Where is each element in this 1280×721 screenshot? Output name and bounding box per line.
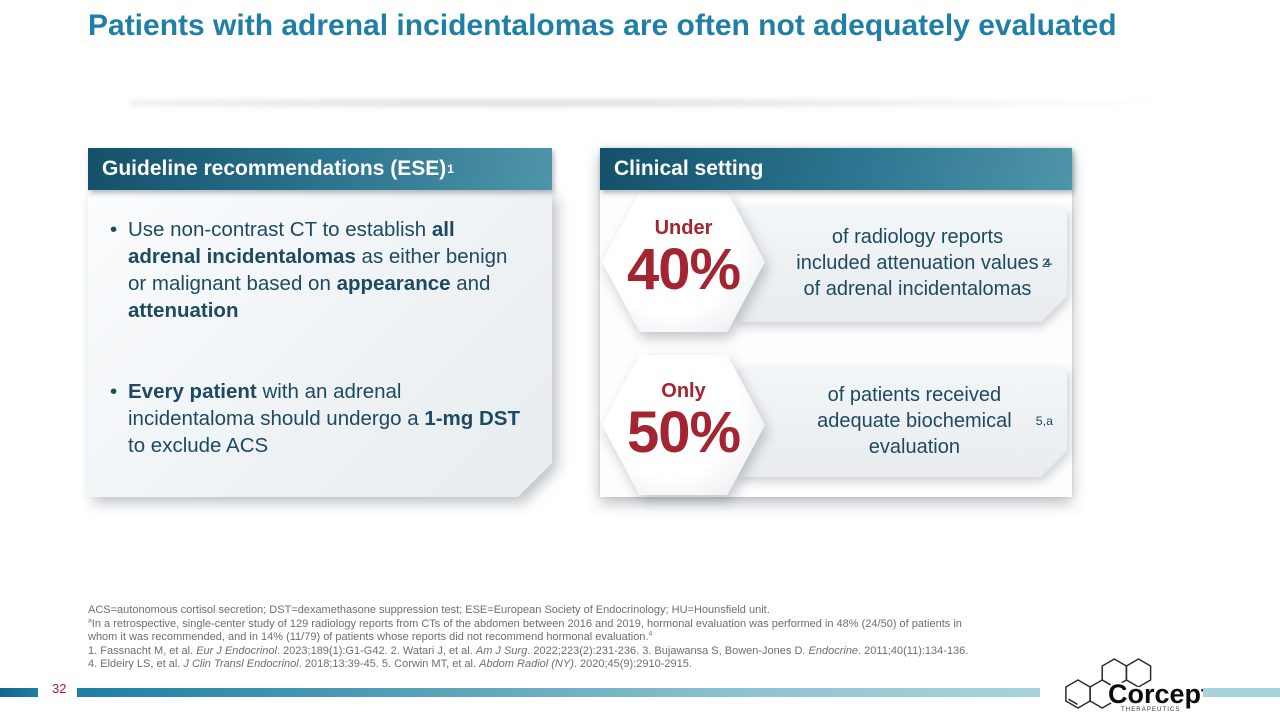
corcept-therapeutics-logo: Corcept THERAPEUTICS xyxy=(1058,652,1212,716)
footnote-abbreviations: ACS=autonomous cortisol secretion; DST=d… xyxy=(88,604,770,616)
stat-hexagon-50-wrapper: Only 50% xyxy=(602,355,765,495)
clinical-card-header: Clinical setting xyxy=(600,148,1072,190)
stat-qualifier-under: Under xyxy=(654,216,713,239)
logo-wordmark: Corcept xyxy=(1108,679,1203,709)
stat-hexagon-40-wrapper: Under 40% xyxy=(602,192,765,332)
guideline-bullet-ct: Use non-contrast CT to establish all adr… xyxy=(108,216,522,324)
page-number: 32 xyxy=(52,681,67,696)
stat-qualifier-only: Only xyxy=(661,379,706,402)
stat-panel-biochemical-text: of patients received adequate biochemica… xyxy=(737,368,1067,477)
footer-bar-gradient xyxy=(77,688,1040,697)
footnotes: ACS=autonomous cortisol secretion; DST=d… xyxy=(88,604,1193,672)
guideline-card-body-wrapper: Use non-contrast CT to establish all adr… xyxy=(88,190,552,497)
footer-bar-right-segment xyxy=(1202,688,1280,697)
logo-subtext: THERAPEUTICS xyxy=(1121,707,1181,713)
footer-bar-left-segment xyxy=(0,688,38,697)
title-underline-shadow xyxy=(130,97,1180,109)
footnote-study-note-line1: aIn a retrospective, single-center study… xyxy=(88,616,962,630)
guideline-card-header: Guideline recommendations (ESE) 1 xyxy=(88,148,552,190)
guideline-bullet-dst: Every patient with an adrenal incidental… xyxy=(108,378,522,459)
stat-value-50: 50% xyxy=(626,399,741,465)
guideline-card-header-label: Guideline recommendations (ESE) xyxy=(102,157,447,180)
clinical-setting-card: Clinical setting of radiology reports in… xyxy=(600,148,1072,497)
steroid-rings-icon: Corcept THERAPEUTICS xyxy=(1065,658,1212,714)
stat-panel-radiology-wrapper: of radiology reports included attenuatio… xyxy=(737,208,1067,322)
guideline-bullet-list: Use non-contrast CT to establish all adr… xyxy=(108,216,528,459)
footnote-references-line2: 4. Eldeiry LS, et al. J Clin Transl Endo… xyxy=(88,658,692,670)
stat-hexagon-50: Only 50% xyxy=(602,355,765,495)
stat-panel-biochemical-wrapper: of patients received adequate biochemica… xyxy=(737,368,1067,477)
stat-panel-radiology-text: of radiology reports included attenuatio… xyxy=(737,208,1067,322)
guideline-recommendations-card: Guideline recommendations (ESE)1 Use non… xyxy=(88,148,552,497)
footnote-study-note-line2: whom it was recommended, and in 14% (11/… xyxy=(88,630,653,643)
guideline-card-body: Use non-contrast CT to establish all adr… xyxy=(88,190,552,497)
footnote-references-line1: 1. Fassnacht M, et al. Eur J Endocrinol.… xyxy=(88,644,969,657)
stat-hexagon-40: Under 40% xyxy=(602,192,765,332)
slide-title: Patients with adrenal incidentalomas are… xyxy=(88,9,1117,42)
stat-value-40: 40% xyxy=(626,236,741,302)
clinical-card-header-label: Clinical setting xyxy=(614,157,764,180)
